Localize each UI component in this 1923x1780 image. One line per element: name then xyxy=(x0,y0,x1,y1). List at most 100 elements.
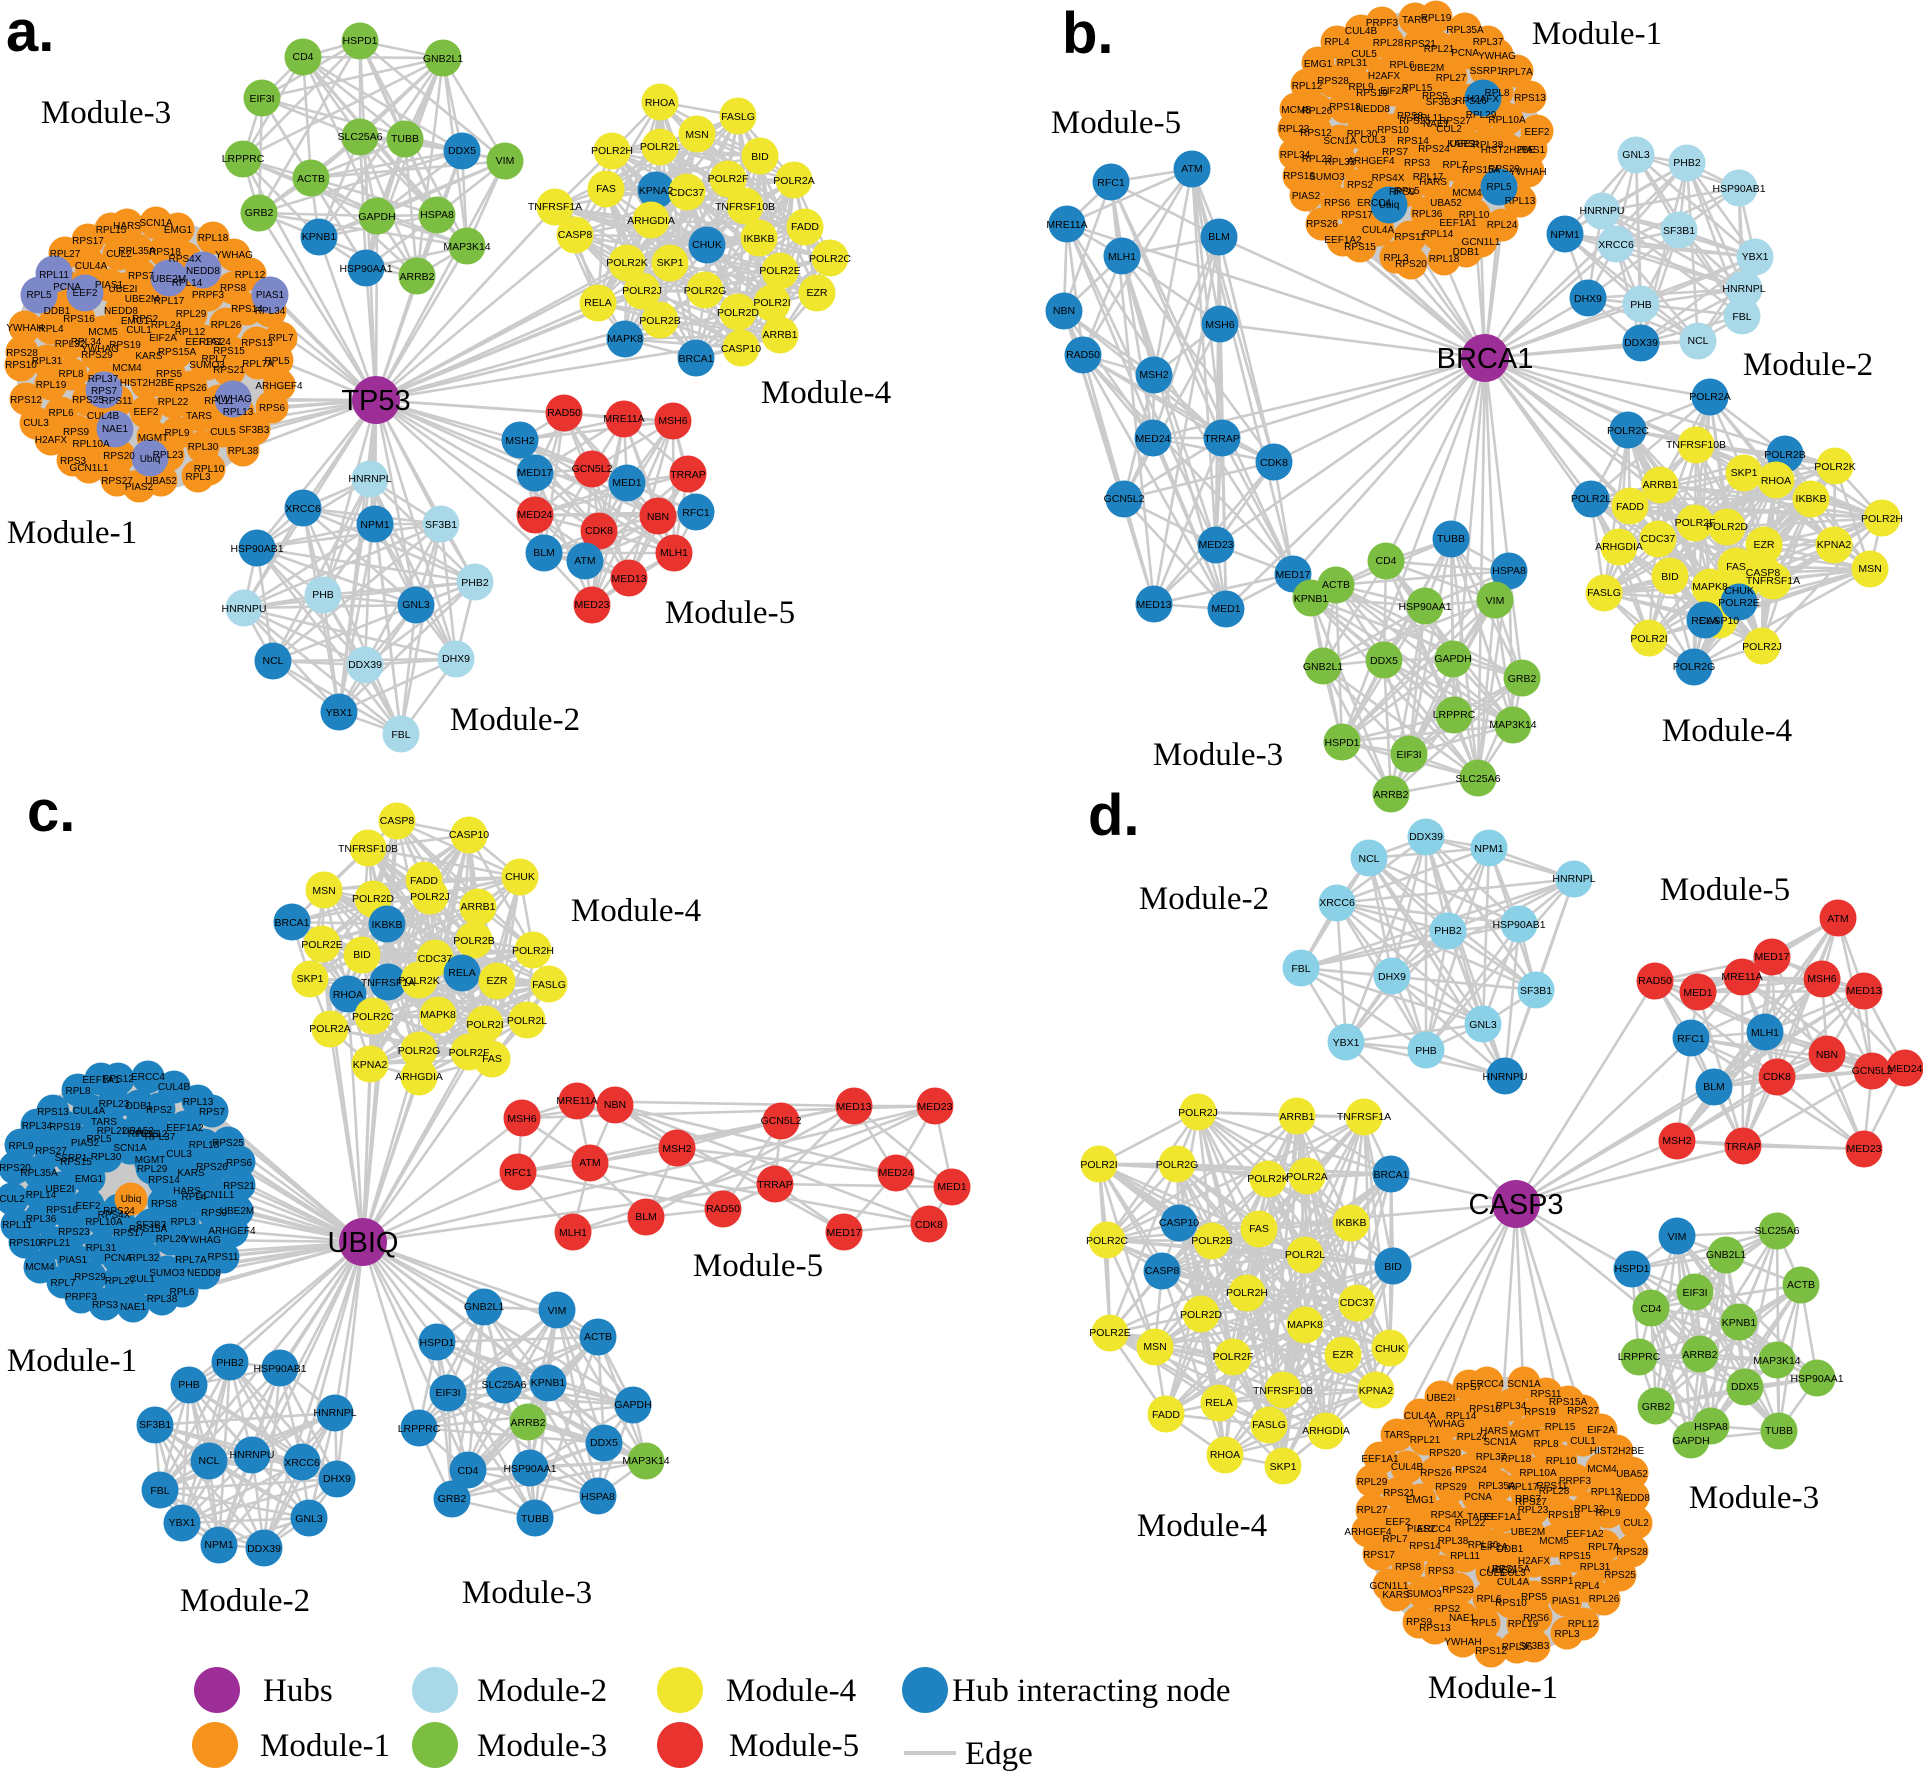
svg-text:CD4: CD4 xyxy=(457,1465,478,1477)
svg-text:RHOA: RHOA xyxy=(1761,475,1791,487)
svg-text:RPS20: RPS20 xyxy=(1429,1448,1461,1459)
svg-text:HNRNPL: HNRNPL xyxy=(1552,873,1595,885)
svg-text:HNRNPL: HNRNPL xyxy=(313,1407,356,1419)
svg-text:RPL37: RPL37 xyxy=(1473,37,1504,48)
svg-text:POLR2L: POLR2L xyxy=(640,141,680,153)
svg-text:RPS2: RPS2 xyxy=(146,1105,173,1116)
svg-text:FBL: FBL xyxy=(1732,311,1751,323)
svg-text:NPM1: NPM1 xyxy=(204,1539,233,1551)
svg-text:CDC37: CDC37 xyxy=(418,953,453,965)
svg-text:RPS7: RPS7 xyxy=(128,271,155,282)
svg-text:MED13: MED13 xyxy=(1136,599,1171,611)
svg-text:Module-4: Module-4 xyxy=(571,893,701,929)
svg-text:SKP1: SKP1 xyxy=(657,257,684,269)
svg-text:RPL14: RPL14 xyxy=(1423,229,1454,240)
svg-text:PRPF3: PRPF3 xyxy=(1366,18,1399,29)
svg-text:UBE2I: UBE2I xyxy=(46,1184,75,1195)
svg-text:RPL7: RPL7 xyxy=(50,1278,75,1289)
svg-text:TNFRSF1A: TNFRSF1A xyxy=(1337,1111,1391,1123)
svg-text:ATM: ATM xyxy=(1827,913,1848,925)
svg-text:POLR2B: POLR2B xyxy=(453,935,494,947)
svg-text:Module-5: Module-5 xyxy=(1051,105,1181,141)
svg-text:RPL19: RPL19 xyxy=(1421,13,1452,24)
svg-text:YWHAH: YWHAH xyxy=(1444,1637,1481,1648)
svg-text:DDX39: DDX39 xyxy=(247,1543,281,1555)
svg-text:RPS24: RPS24 xyxy=(1455,1465,1487,1476)
svg-text:Module-1: Module-1 xyxy=(7,515,137,551)
svg-text:POLR2L: POLR2L xyxy=(1285,1249,1325,1261)
svg-text:EMG1: EMG1 xyxy=(121,316,150,327)
svg-text:FAS: FAS xyxy=(596,183,616,195)
svg-text:RPL7A: RPL7A xyxy=(1588,1542,1620,1553)
svg-text:Module-5: Module-5 xyxy=(729,1728,859,1764)
svg-text:FASLG: FASLG xyxy=(532,979,566,991)
svg-text:ARHGDIA: ARHGDIA xyxy=(395,1071,443,1083)
svg-text:TRRAP: TRRAP xyxy=(1725,1141,1761,1153)
svg-text:POLR2G: POLR2G xyxy=(1673,661,1716,673)
svg-text:RPL34: RPL34 xyxy=(22,1121,53,1132)
svg-text:RPL5: RPL5 xyxy=(1471,1618,1496,1629)
svg-text:RPS4X: RPS4X xyxy=(169,254,202,265)
svg-text:ARHGEF4: ARHGEF4 xyxy=(255,381,303,392)
svg-text:Module-5: Module-5 xyxy=(1660,872,1790,908)
svg-text:RFC1: RFC1 xyxy=(682,507,710,519)
svg-text:RPL24: RPL24 xyxy=(1487,220,1518,231)
svg-text:YBX1: YBX1 xyxy=(1742,251,1769,263)
svg-text:RPL5: RPL5 xyxy=(26,290,51,301)
svg-text:POLR2B: POLR2B xyxy=(1764,449,1805,461)
svg-text:H2AFX: H2AFX xyxy=(1368,71,1401,82)
svg-text:SCN1A: SCN1A xyxy=(139,218,173,229)
svg-text:ARRB1: ARRB1 xyxy=(1642,479,1677,491)
svg-text:ARRB1: ARRB1 xyxy=(1279,1111,1314,1123)
svg-text:RPL18: RPL18 xyxy=(198,233,229,244)
svg-text:GAPDH: GAPDH xyxy=(614,1399,651,1411)
svg-text:RPL17: RPL17 xyxy=(154,296,185,307)
svg-text:RPS13: RPS13 xyxy=(1514,93,1546,104)
svg-text:Module-1: Module-1 xyxy=(7,1343,137,1379)
svg-text:HSPD1: HSPD1 xyxy=(1324,737,1359,749)
svg-text:TARS: TARS xyxy=(186,411,212,422)
svg-text:GNL3: GNL3 xyxy=(295,1513,323,1525)
svg-text:RPL29: RPL29 xyxy=(176,309,207,320)
svg-text:RPL27: RPL27 xyxy=(50,249,81,260)
svg-text:RPL8: RPL8 xyxy=(1533,1439,1558,1450)
svg-text:DDX5: DDX5 xyxy=(1731,1381,1759,1393)
svg-text:PHB2: PHB2 xyxy=(1673,157,1701,169)
svg-text:POLR2H: POLR2H xyxy=(1861,513,1903,525)
svg-text:CDC37: CDC37 xyxy=(1340,1297,1375,1309)
svg-text:GNL3: GNL3 xyxy=(402,599,430,611)
svg-text:RPL18: RPL18 xyxy=(189,1140,220,1151)
svg-text:POLR2J: POLR2J xyxy=(1742,641,1782,653)
svg-text:RFC1: RFC1 xyxy=(1677,1033,1705,1045)
svg-text:KPNB1: KPNB1 xyxy=(1722,1317,1757,1329)
svg-text:EMG1: EMG1 xyxy=(1406,1495,1435,1506)
svg-text:RPS15A: RPS15A xyxy=(129,1224,168,1235)
svg-text:HARS: HARS xyxy=(113,221,141,232)
svg-text:RPS6: RPS6 xyxy=(226,1158,253,1169)
svg-text:POLR2A: POLR2A xyxy=(309,1023,350,1035)
svg-text:BLM: BLM xyxy=(1208,231,1230,243)
svg-text:POLR2J: POLR2J xyxy=(1178,1107,1218,1119)
svg-text:HSPD1: HSPD1 xyxy=(342,35,377,47)
svg-text:MCM4: MCM4 xyxy=(1587,1464,1617,1475)
svg-text:TP53: TP53 xyxy=(341,385,410,417)
svg-text:RPL4: RPL4 xyxy=(38,324,63,335)
svg-text:HSPA8: HSPA8 xyxy=(581,1491,615,1503)
svg-text:PHB2: PHB2 xyxy=(216,1357,244,1369)
svg-text:d.: d. xyxy=(1088,783,1140,848)
svg-text:BRCA1: BRCA1 xyxy=(1437,343,1534,375)
svg-text:KARS: KARS xyxy=(1447,139,1475,150)
svg-text:MAPK8: MAPK8 xyxy=(420,1009,456,1021)
svg-text:MSN: MSN xyxy=(1858,563,1881,575)
svg-text:EEF2: EEF2 xyxy=(133,407,158,418)
svg-text:CUL4B: CUL4B xyxy=(1391,1462,1424,1473)
svg-text:RPS9: RPS9 xyxy=(201,1208,228,1219)
svg-text:RPS3: RPS3 xyxy=(1404,158,1431,169)
svg-text:MCM4: MCM4 xyxy=(25,1262,55,1273)
svg-text:RPL5: RPL5 xyxy=(1486,182,1511,193)
svg-text:RPS24: RPS24 xyxy=(199,337,231,348)
svg-text:GRB2: GRB2 xyxy=(1508,673,1537,685)
svg-text:Hubs: Hubs xyxy=(263,1673,333,1709)
svg-text:POLR2I: POLR2I xyxy=(1630,633,1667,645)
svg-text:CASP3: CASP3 xyxy=(1468,1189,1563,1221)
